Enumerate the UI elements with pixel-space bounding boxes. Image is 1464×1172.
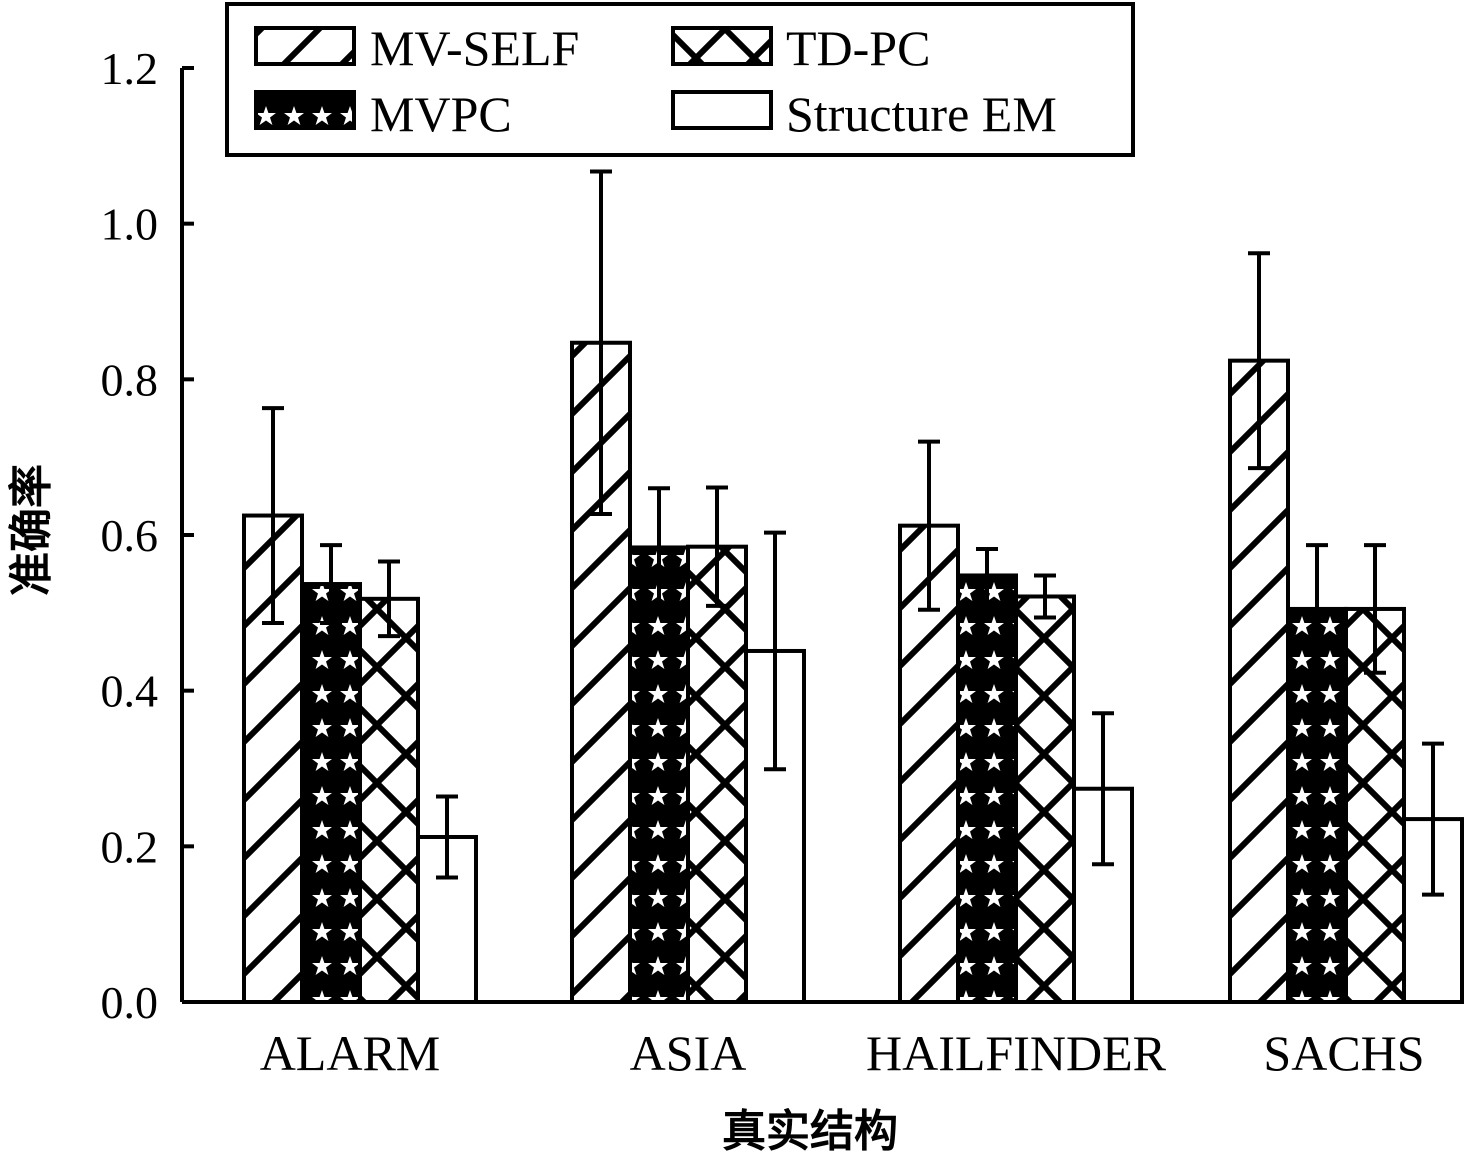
- y-axis-title: 准确率: [6, 464, 57, 596]
- error-bar: [590, 169, 612, 516]
- error-bar: [1034, 573, 1056, 620]
- error-bar: [648, 486, 670, 609]
- legend-swatch: [254, 90, 356, 130]
- legend-swatch: [671, 26, 773, 66]
- bar-td-pc-asia: [686, 544, 748, 1004]
- y-tick-label: 0.6: [101, 510, 159, 561]
- error-bar: [1306, 543, 1328, 675]
- bar-mvpc-asia: [628, 545, 690, 1004]
- bar-td-pc-alarm: [358, 596, 420, 1004]
- y-axis-ticks: 0.0 0.2 0.4 0.6 0.8 1.0 1.2: [101, 43, 194, 1028]
- error-bar: [378, 559, 400, 639]
- error-bar: [764, 530, 786, 772]
- x-category-label: ASIA: [630, 1025, 747, 1081]
- legend-swatch: [254, 26, 356, 66]
- legend-label: MVPC: [370, 86, 512, 142]
- x-axis-labels: ALARM ASIA HAILFINDER SACHS: [260, 1025, 1425, 1081]
- y-tick-label: 0.4: [101, 666, 159, 717]
- legend: MV-SELF MVPC TD-PC Structure EM: [225, 2, 1135, 157]
- error-bar: [1092, 711, 1114, 867]
- error-bar: [918, 439, 940, 612]
- legend-swatch: [671, 90, 773, 130]
- bar-mvpc-alarm: [300, 582, 362, 1004]
- error-bar: [1248, 251, 1270, 471]
- legend-label: MV-SELF: [370, 20, 579, 76]
- error-bar: [1422, 741, 1444, 897]
- y-tick-label: 0.8: [101, 354, 159, 405]
- legend-label: Structure EM: [786, 86, 1057, 142]
- error-bar: [976, 547, 998, 604]
- error-bar: [320, 543, 342, 625]
- error-bar: [706, 485, 728, 608]
- x-axis-title: 真实结构: [722, 1106, 898, 1157]
- bars: [242, 169, 1464, 1005]
- x-category-label: ALARM: [260, 1025, 441, 1081]
- error-bar: [436, 794, 458, 880]
- error-bar: [262, 406, 284, 625]
- legend-label: TD-PC: [786, 20, 930, 76]
- y-tick-label: 1.0: [101, 199, 159, 250]
- x-category-label: SACHS: [1263, 1025, 1424, 1081]
- y-tick-label: 1.2: [101, 43, 159, 94]
- bar-td-pc-hailfinder: [1014, 594, 1076, 1004]
- error-bar: [1364, 543, 1386, 675]
- bar-mvpc-hailfinder: [956, 573, 1018, 1004]
- x-category-label: HAILFINDER: [866, 1025, 1167, 1081]
- y-tick-label: 0.0: [101, 977, 159, 1028]
- y-tick-label: 0.2: [101, 821, 159, 872]
